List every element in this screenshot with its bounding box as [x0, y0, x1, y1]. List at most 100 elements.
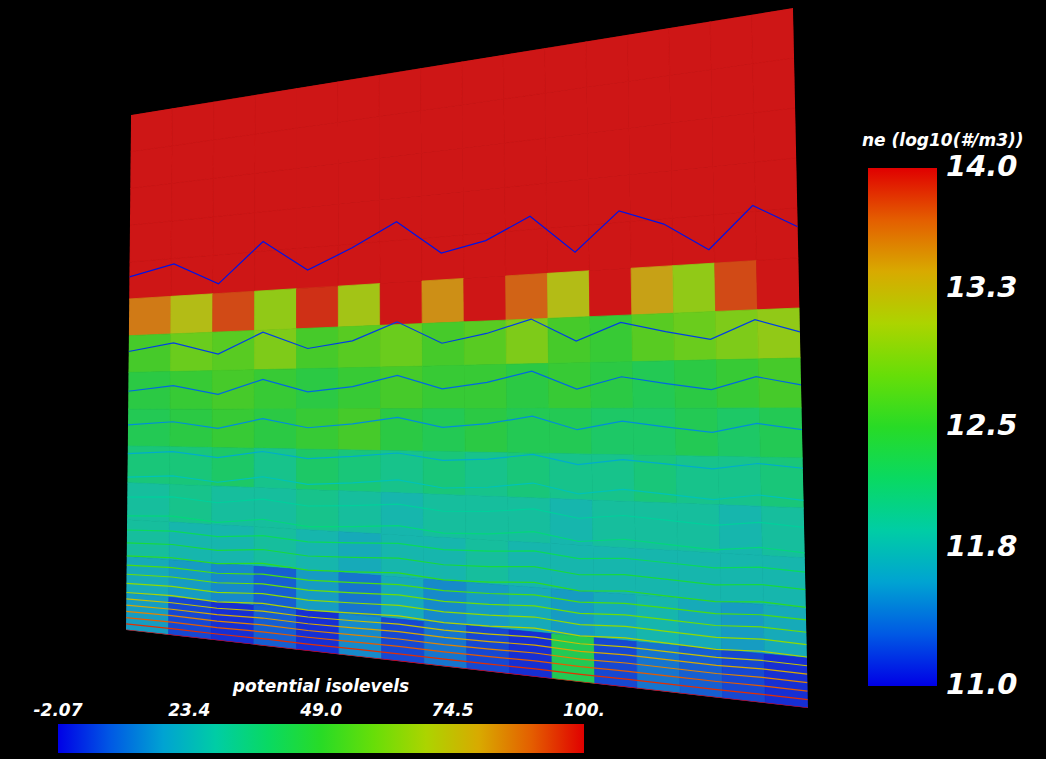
- ne-cell: [463, 232, 505, 279]
- ne-cell: [339, 409, 381, 451]
- ne-cell: [465, 409, 508, 453]
- ne-cell: [547, 271, 589, 319]
- ne-cell: [129, 334, 171, 373]
- ne-cell: [670, 118, 712, 171]
- isoline: [126, 624, 808, 700]
- potential-colorbar-ticks: -2.0723.449.074.5100.: [34, 700, 605, 720]
- ne-cell: [130, 146, 172, 189]
- ne-cell: [171, 332, 213, 371]
- ne-cell: [462, 55, 504, 105]
- ne-cell: [297, 409, 339, 450]
- ne-cell: [710, 15, 752, 70]
- ne-cell: [338, 284, 380, 327]
- ne-cell: [381, 451, 423, 494]
- ne-cell: [422, 278, 464, 323]
- ne-cell: [421, 62, 463, 111]
- ne-cell: [713, 162, 756, 215]
- ne-cell: [508, 497, 551, 544]
- ne-cell: [421, 192, 463, 239]
- ne-cell: [169, 522, 212, 563]
- ne-cell: [338, 117, 380, 164]
- ne-cell: [464, 276, 506, 322]
- isoline: [126, 630, 808, 708]
- ne-cell: [423, 494, 466, 539]
- ne-cell: [172, 102, 214, 146]
- ne-cell: [546, 133, 588, 183]
- potential-colorbar: [58, 724, 584, 753]
- ne-cell: [628, 76, 670, 129]
- ne-cell: [170, 371, 212, 410]
- ne-cell: [755, 158, 798, 211]
- isoline: [127, 556, 806, 607]
- ne-cell: [464, 320, 506, 365]
- ne-cell: [255, 168, 297, 212]
- ne-cell: [591, 362, 634, 409]
- ne-cell: [213, 173, 255, 216]
- ne-cell: [757, 258, 800, 310]
- ne-cell: [756, 208, 799, 261]
- ne-cell: [130, 184, 172, 226]
- ne-cell: [720, 553, 763, 605]
- ne-cell: [254, 369, 296, 409]
- ne-cell: [630, 171, 672, 222]
- ne-cell: [717, 359, 760, 408]
- ne-cell: [339, 491, 381, 534]
- ne-cell: [255, 209, 297, 252]
- ne-cell: [338, 158, 380, 204]
- ne-cell: [759, 358, 802, 408]
- ne-cell: [297, 286, 339, 329]
- ne-cell: [632, 313, 675, 361]
- ne-cell: [338, 242, 380, 286]
- tick-label: -2.07: [34, 700, 83, 720]
- ne-cell: [628, 28, 670, 81]
- ne-cell: [504, 93, 546, 143]
- ne-cell: [171, 294, 213, 334]
- ne-cell: [635, 548, 678, 598]
- tick-label: 12.5: [946, 408, 1018, 442]
- ne-cell: [589, 268, 632, 316]
- ne-cell: [254, 409, 296, 449]
- tick-label: 14.0: [946, 149, 1018, 183]
- ne-cell: [505, 228, 547, 276]
- ne-cell: [753, 58, 796, 113]
- ne-cell: [588, 175, 630, 225]
- ne-cell: [129, 259, 171, 299]
- ne-cell: [631, 266, 674, 315]
- ne-cell: [339, 532, 382, 576]
- ne-cell: [170, 409, 212, 447]
- ne-cells: [126, 8, 808, 708]
- ne-cell: [721, 602, 764, 654]
- ne-cell: [717, 408, 760, 457]
- ne-cell: [752, 8, 794, 64]
- ne-cell: [675, 360, 718, 408]
- ne-cell: [466, 582, 509, 629]
- ne-cell: [213, 252, 255, 294]
- ne-cell: [592, 500, 635, 548]
- ne-cell: [550, 499, 593, 546]
- isoline: [128, 416, 802, 432]
- ne-colorbar-ticks: 11.011.812.513.314.0: [946, 149, 1018, 701]
- ne-cell: [587, 81, 629, 133]
- ne-cell: [171, 255, 213, 296]
- ne-cell: [509, 585, 552, 633]
- plot-area: [126, 8, 808, 708]
- ne-cell: [254, 605, 297, 649]
- ne-cell: [381, 409, 423, 452]
- ne-cell: [546, 179, 588, 228]
- tick-label: 13.3: [946, 270, 1018, 304]
- ne-cell: [592, 454, 635, 501]
- ne-cell: [548, 317, 591, 364]
- ne-cell: [587, 128, 629, 179]
- ne-cell: [671, 166, 714, 218]
- ne-cell: [545, 41, 587, 93]
- ne-cell: [754, 108, 797, 162]
- potential-isolines: [126, 205, 808, 708]
- ne-cell: [213, 134, 255, 178]
- isoline: [129, 205, 797, 283]
- ne-cell: [589, 222, 631, 271]
- isoline: [126, 605, 807, 674]
- ne-cell: [381, 366, 423, 409]
- colorbar-title: potential isolevels: [232, 676, 409, 696]
- ne-cell: [297, 327, 339, 369]
- ne-cell: [381, 492, 424, 536]
